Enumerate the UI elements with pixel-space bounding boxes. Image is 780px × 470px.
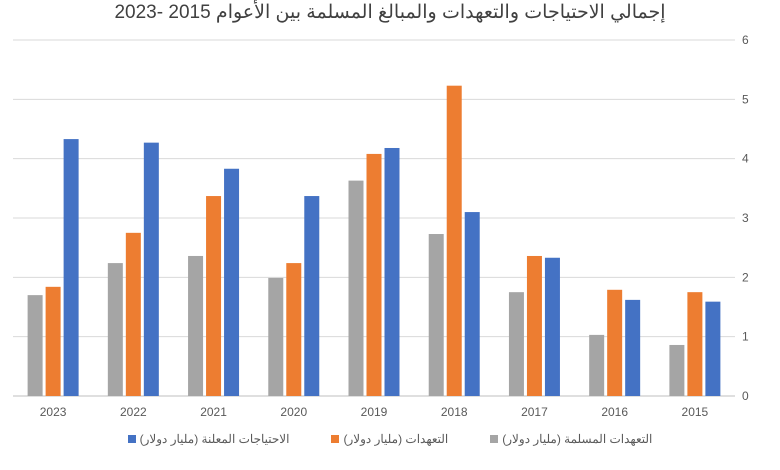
x-tick-label: 2021 — [200, 405, 227, 419]
bar-2022-series-2 — [143, 142, 159, 396]
bar-2023-series-0 — [27, 295, 43, 396]
legend-swatch — [127, 435, 136, 443]
x-tick-label: 2015 — [682, 405, 709, 419]
x-tick-label: 2019 — [361, 405, 388, 419]
bar-2015-series-2 — [705, 301, 721, 396]
bar-2018-series-0 — [428, 234, 444, 396]
bar-2021-series-1 — [206, 196, 222, 396]
bar-2020-series-2 — [304, 196, 320, 396]
bar-2022-series-0 — [107, 263, 123, 396]
y-tick-label: 1 — [742, 330, 749, 344]
legend-swatch — [331, 435, 340, 443]
bar-2023-series-1 — [45, 286, 61, 396]
bar-2020-series-1 — [286, 263, 302, 396]
x-tick-label: 2018 — [441, 405, 468, 419]
y-tick-label: 0 — [742, 389, 749, 403]
legend-swatch — [490, 435, 499, 443]
bar-2016-series-1 — [607, 289, 623, 396]
y-tick-label: 5 — [742, 92, 749, 106]
legend-label: التعهدات المسلمة (مليار دولار) — [502, 432, 653, 446]
y-tick-label: 3 — [742, 211, 749, 225]
y-tick-label: 4 — [742, 152, 749, 166]
bar-2015-series-0 — [669, 344, 685, 396]
legend-label: التعهدات (مليار دولار) — [343, 432, 449, 446]
y-tick-label: 2 — [742, 270, 749, 284]
bar-2023-series-2 — [63, 139, 79, 396]
bar-2017-series-1 — [526, 255, 542, 396]
bar-2017-series-2 — [544, 257, 560, 396]
legend-item-delivered-pledges: التعهدات المسلمة (مليار دولار) — [490, 432, 652, 446]
bar-2021-series-0 — [188, 255, 204, 396]
x-tick-label: 2022 — [120, 405, 147, 419]
legend-item-pledges: التعهدات (مليار دولار) — [331, 432, 448, 446]
x-tick-label: 2020 — [280, 405, 307, 419]
bar-2016-series-2 — [625, 299, 641, 396]
x-tick-label: 2016 — [601, 405, 628, 419]
bar-2021-series-2 — [224, 168, 240, 396]
chart-title: إجمالي الاحتياجات والتعهدات والمبالغ الم… — [114, 2, 666, 23]
bar-2019-series-2 — [384, 147, 400, 396]
bar-2017-series-0 — [508, 292, 524, 396]
legend-label: الاحتياجات المعلنة (مليار دولار) — [139, 432, 290, 446]
bar-2022-series-1 — [125, 232, 141, 396]
bar-2019-series-0 — [348, 180, 364, 396]
bar-2018-series-1 — [446, 85, 462, 396]
legend: الاحتياجات المعلنة (مليار دولار) التعهدا… — [0, 432, 780, 446]
bar-2018-series-2 — [464, 212, 480, 396]
x-tick-label: 2023 — [40, 405, 67, 419]
bar-2016-series-0 — [589, 334, 605, 396]
y-tick-label: 6 — [742, 33, 749, 47]
bar-2020-series-0 — [268, 277, 284, 396]
x-tick-label: 2017 — [521, 405, 548, 419]
bar-2015-series-1 — [687, 292, 703, 396]
bar-2019-series-1 — [366, 153, 382, 396]
legend-item-announced-needs: الاحتياجات المعلنة (مليار دولار) — [127, 432, 290, 446]
